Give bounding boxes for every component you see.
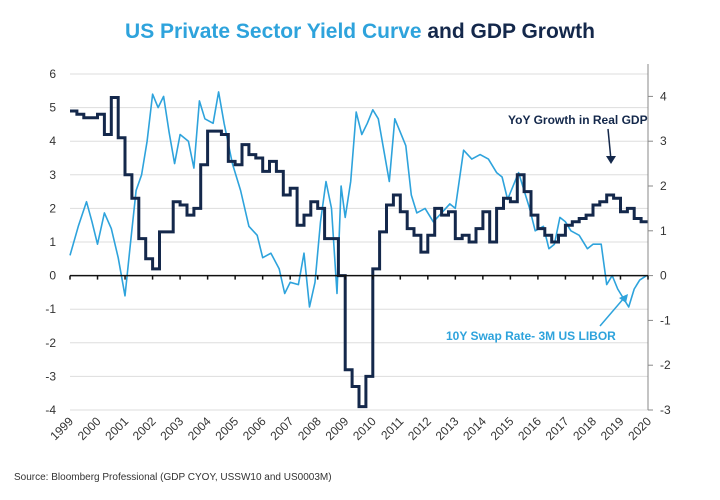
right-axis-tick-label: -1 xyxy=(660,313,671,327)
x-axis-tick-label: 2001 xyxy=(102,414,131,443)
x-axis-tick-label: 2009 xyxy=(323,414,352,443)
x-axis-tick-label: 2000 xyxy=(75,414,104,443)
right-axis-tick-label: 1 xyxy=(660,224,667,238)
annotation-swap: 10Y Swap Rate- 3M US LIBOR xyxy=(446,329,616,343)
x-axis-tick-label: 2004 xyxy=(185,414,214,443)
x-axis-tick-label: 2003 xyxy=(157,414,186,443)
x-axis-tick-label: 2007 xyxy=(268,414,297,443)
x-axis-tick-label: 2019 xyxy=(598,414,627,443)
chart-title: US Private Sector Yield Curve and GDP Gr… xyxy=(0,20,720,44)
x-axis-tick-label: 2017 xyxy=(543,414,572,443)
left-axis-tick-label: 3 xyxy=(49,168,56,182)
annotation-gdp-arrowhead xyxy=(606,156,616,164)
left-axis-tick-label: -3 xyxy=(45,369,56,383)
right-axis-tick-label: 0 xyxy=(660,269,667,283)
x-axis-tick-label: 2018 xyxy=(570,414,599,443)
left-axis-tick-label: 4 xyxy=(49,134,56,148)
x-axis-tick-label: 2002 xyxy=(130,414,159,443)
x-axis-tick-label: 2008 xyxy=(295,414,324,443)
left-axis-tick-label: 2 xyxy=(49,201,56,215)
x-axis-tick-label: 1999 xyxy=(47,414,76,443)
x-axis-tick-label: 2014 xyxy=(460,414,489,443)
x-axis-tick-label: 2016 xyxy=(515,414,544,443)
right-axis-tick-label: -2 xyxy=(660,358,671,372)
series-line-gdp-growth xyxy=(70,96,648,409)
left-axis-tick-label: 6 xyxy=(49,67,56,81)
x-axis-tick-label: 2011 xyxy=(378,414,406,442)
left-axis-tick-label: 5 xyxy=(49,101,56,115)
right-axis-tick-label: 2 xyxy=(660,179,667,193)
source-note: Source: Bloomberg Professional (GDP CYOY… xyxy=(14,472,332,483)
chart-title-part1: US Private Sector Yield Curve xyxy=(125,20,422,43)
left-axis-tick-label: 1 xyxy=(49,235,56,249)
right-axis-tick-label: -3 xyxy=(660,403,671,417)
x-axis-tick-label: 2015 xyxy=(488,414,517,443)
x-axis-tick-label: 2010 xyxy=(350,414,379,443)
left-axis-tick-label: -2 xyxy=(45,336,56,350)
annotation-gdp: YoY Growth in Real GDP xyxy=(508,113,648,127)
annotation-swap-arrowhead xyxy=(619,294,628,303)
right-axis-tick-label: 4 xyxy=(660,89,667,103)
x-axis-tick-label: 2005 xyxy=(212,414,241,443)
left-axis-tick-label: -1 xyxy=(45,302,56,316)
left-axis-tick-label: -4 xyxy=(45,403,56,417)
left-axis-tick-label: 0 xyxy=(49,269,56,283)
x-axis-tick-label: 2012 xyxy=(405,414,434,443)
x-axis-tick-label: 2020 xyxy=(625,414,654,443)
annotation-swap-arrow xyxy=(599,297,625,327)
right-axis-tick-label: 3 xyxy=(660,134,667,148)
x-axis-tick-label: 2006 xyxy=(240,414,269,443)
chart-title-part2: and GDP Growth xyxy=(427,20,595,43)
x-axis-tick-label: 2013 xyxy=(433,414,462,443)
annotation-gdp-arrow xyxy=(607,128,612,161)
series-line-swap-spread xyxy=(69,91,648,308)
